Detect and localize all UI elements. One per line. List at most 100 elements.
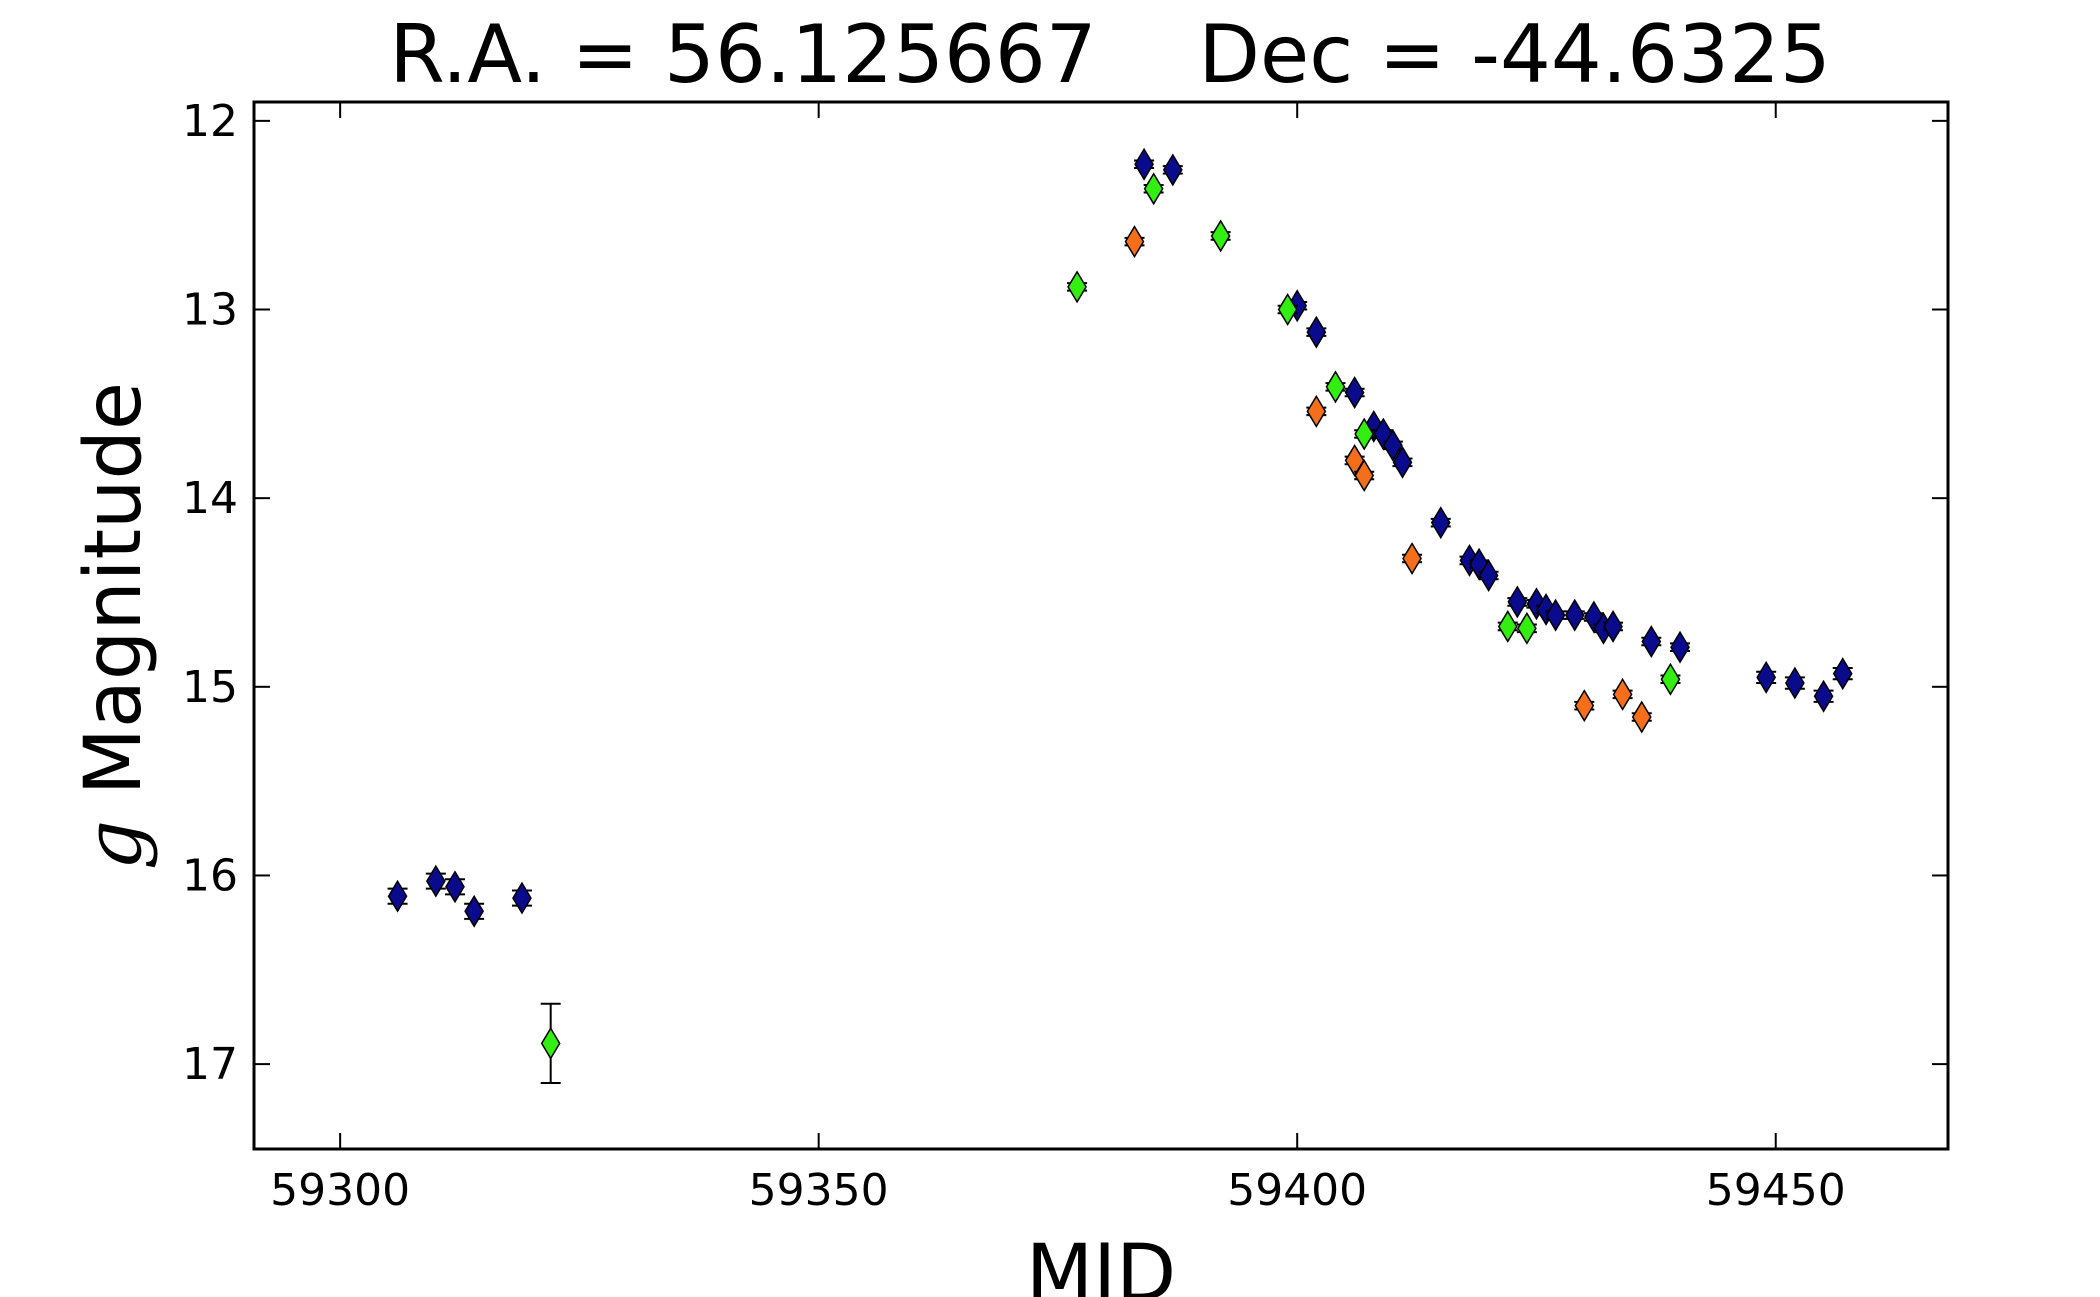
y-axis-label: g Magnitude [69,382,159,870]
diamond-marker [1784,666,1805,700]
data-point [1162,153,1183,187]
data-point [1756,660,1777,694]
diamond-marker [1067,270,1087,304]
data-point [1574,689,1595,723]
data-point [1660,662,1681,696]
data-point [1354,417,1375,451]
diamond-marker [1306,394,1327,428]
data-point [1402,542,1423,575]
diamond-marker [1670,630,1690,664]
y-axis-ticks: 12 13 14 15 16 17 [182,96,1948,1090]
data-point [1306,394,1327,428]
diamond-marker [1832,657,1853,691]
data-point [511,881,532,915]
diamond-marker [387,879,408,913]
data-point [1497,609,1518,643]
diamond-marker [1354,417,1375,451]
data-point [1564,598,1585,632]
plot-frame [252,100,1950,1151]
data-point [1813,679,1834,713]
diamond-marker [1478,559,1499,592]
y-tick-label: 13 [182,285,238,336]
diamond-marker [1631,700,1652,734]
data-point [1832,657,1853,691]
x-tick-label: 59450 [1706,1165,1846,1216]
data-point [1325,370,1346,404]
series-1 [540,172,1681,1084]
data-point [1507,585,1528,619]
data-point [1124,225,1145,259]
series-2 [1124,225,1652,734]
data-point [1392,445,1413,479]
diamond-marker [1344,376,1365,409]
diamond-marker [1277,293,1298,326]
diamond-marker [1210,219,1231,253]
diamond-marker [1813,679,1834,713]
data-point [425,864,446,898]
x-tick-label: 59350 [749,1165,889,1216]
diamond-marker [445,870,465,904]
data-point [1545,598,1566,632]
data-point [1354,459,1375,492]
diamond-marker [1383,428,1403,462]
x-axis-ticks: 59300 59350 59400 59450 [270,102,1846,1216]
data-point [1603,609,1624,643]
data-point [1306,315,1327,349]
diamond-marker [1756,660,1777,694]
data-point [1067,270,1088,304]
diamond-marker [1325,370,1346,404]
y-axis-label-symbol: g [69,820,159,870]
y-tick-label: 16 [182,850,238,901]
diamond-marker [1306,315,1327,349]
diamond-marker [1517,611,1537,645]
y-axis-label-text: Magnitude [69,382,159,820]
data-point [464,894,485,928]
data-point [1382,428,1403,462]
diamond-marker [1545,598,1566,632]
data-point [1277,293,1298,326]
data-point [1134,147,1155,181]
diamond-marker [1124,225,1145,259]
y-tick-label: 14 [182,473,238,524]
diamond-marker [1402,542,1422,575]
diamond-marker [540,1026,561,1060]
data-point [1478,559,1499,592]
x-tick-label: 59400 [1227,1165,1367,1216]
series-0 [387,147,1853,928]
data-point [1143,172,1164,206]
x-axis-label: MJD [1026,1229,1176,1297]
diamond-marker [464,894,484,928]
data-point [1631,700,1652,734]
diamond-marker [1497,609,1518,643]
diamond-marker [1392,445,1413,479]
diamond-marker [1143,172,1164,206]
data-point [1430,506,1451,540]
data-point [1612,677,1633,711]
data-point [1641,625,1662,658]
diamond-marker [512,881,532,915]
data-point [540,1002,561,1084]
diamond-marker [1134,147,1154,181]
y-tick-label: 12 [182,96,238,147]
data-point [444,870,465,904]
data-point [387,879,408,913]
diamond-marker [1354,459,1375,492]
data-points [387,147,1853,1084]
data-point [1516,611,1537,645]
y-tick-label: 15 [182,662,238,713]
data-point [1344,376,1365,409]
diamond-marker [1603,609,1623,643]
y-tick-label: 17 [182,1039,238,1090]
diamond-marker [1162,153,1183,187]
data-point [1784,666,1805,700]
diamond-marker [1564,598,1585,632]
data-point [1670,630,1691,664]
diamond-marker [425,864,446,898]
diamond-marker [1641,625,1662,658]
x-tick-label: 59300 [270,1165,410,1216]
diamond-marker [1430,506,1451,540]
diamond-marker [1612,677,1633,711]
diamond-marker [1574,689,1595,723]
diamond-marker [1507,585,1528,619]
